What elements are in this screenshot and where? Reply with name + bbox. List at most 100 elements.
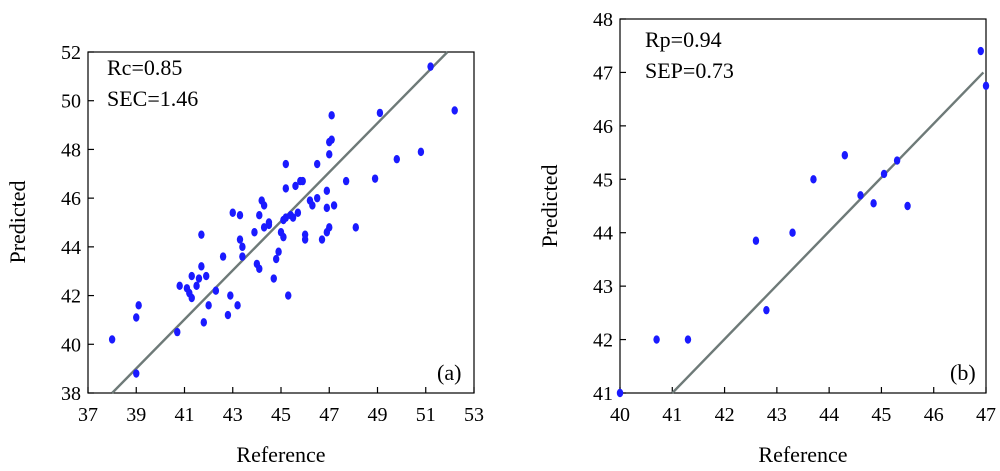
x-tick-label: 40	[610, 404, 630, 426]
data-point-a	[309, 201, 316, 210]
data-point-b	[684, 335, 692, 344]
data-point-a	[205, 301, 212, 310]
data-point-a	[376, 108, 384, 118]
data-point-a	[239, 252, 246, 261]
data-point-a	[195, 274, 203, 283]
y-tick-label: 52	[61, 42, 81, 64]
data-point-a	[236, 235, 244, 244]
y-axis-title-a: Predicted	[5, 180, 30, 263]
data-point-a	[176, 281, 183, 291]
data-point-a	[188, 271, 195, 281]
data-point-a	[200, 318, 207, 327]
data-point-b	[982, 81, 990, 90]
x-tick-label: 47	[976, 404, 996, 426]
data-point-a	[260, 201, 268, 210]
data-point-a	[417, 147, 425, 157]
data-point-a	[313, 159, 321, 169]
data-point-a	[265, 218, 273, 227]
data-point-a	[236, 210, 244, 220]
panel-label-b: (b)	[950, 360, 976, 385]
x-tick-label: 44	[819, 404, 839, 426]
data-point-a	[323, 186, 331, 196]
x-tick-label: 37	[78, 404, 98, 426]
data-point-a	[251, 228, 258, 237]
y-axis-title-b: Predicted	[537, 164, 562, 247]
data-point-a	[229, 208, 236, 217]
x-tick-label: 49	[368, 404, 388, 426]
data-point-a	[282, 184, 290, 193]
data-point-a	[313, 193, 321, 203]
x-tick-label: 42	[715, 404, 735, 426]
data-point-b	[880, 169, 888, 179]
fit-line-b	[671, 71, 985, 394]
data-point-a	[234, 301, 241, 310]
fit-line-a	[111, 51, 449, 394]
data-point-a	[256, 210, 263, 220]
data-point-a	[282, 159, 290, 169]
data-point-b	[616, 388, 624, 398]
data-point-a	[239, 242, 246, 252]
x-tick-label: 45	[271, 404, 291, 426]
data-point-b	[893, 156, 901, 165]
data-point-a	[328, 135, 335, 144]
annotation-rp: Rp=0.94	[645, 27, 722, 52]
points-b	[616, 46, 990, 398]
y-tick-label: 47	[593, 62, 613, 84]
data-point-b	[904, 201, 911, 211]
data-point-b	[841, 151, 849, 160]
data-point-a	[393, 154, 400, 164]
y-tick-label: 44	[593, 223, 613, 245]
y-tick-label: 46	[61, 188, 81, 210]
data-point-a	[260, 223, 268, 232]
y-tick-label: 42	[61, 286, 81, 308]
data-point-a	[352, 223, 359, 232]
data-point-a	[280, 232, 287, 242]
y-tick-label: 50	[61, 91, 81, 113]
scatter-panel-a: 37 39 41 43 45 47 49 51 53 38 40 42 44 46 48 50 52 Rc=0.…	[5, 42, 484, 467]
data-point-a	[282, 213, 290, 222]
data-point-a	[270, 274, 277, 283]
y-tick-label: 41	[593, 383, 613, 405]
data-point-a	[135, 301, 142, 310]
data-point-a	[451, 106, 458, 115]
data-point-b	[752, 236, 760, 245]
panel-label-a: (a)	[437, 360, 461, 385]
y-tick-label: 48	[61, 139, 81, 161]
data-point-b	[763, 305, 770, 315]
y-tick-label: 44	[61, 237, 81, 259]
data-point-a	[108, 335, 116, 344]
plot-area-b	[619, 18, 987, 394]
data-point-b	[857, 191, 864, 200]
x-tick-label: 43	[223, 404, 243, 426]
annotation-rc: Rc=0.85	[107, 55, 182, 80]
data-point-b	[977, 46, 984, 56]
y-tick-label: 40	[61, 334, 81, 356]
data-point-a	[133, 369, 140, 378]
data-point-a	[292, 181, 299, 191]
data-point-a	[427, 62, 434, 71]
data-point-a	[326, 223, 333, 232]
x-tick-label: 53	[464, 404, 484, 426]
y-tick-label: 48	[593, 9, 613, 31]
y-tick-label: 43	[593, 276, 613, 298]
data-point-b	[653, 335, 660, 344]
data-point-a	[294, 208, 302, 217]
data-point-a	[330, 201, 338, 210]
data-point-a	[275, 247, 282, 256]
points-a	[108, 62, 458, 378]
data-point-a	[224, 310, 232, 320]
ticks-a: 37 39 41 43 45 47 49 51 53 38 40 42 44 46 48 50 52	[61, 42, 484, 426]
y-tick-label: 45	[593, 169, 613, 191]
data-point-a	[301, 230, 309, 239]
x-tick-label: 46	[924, 404, 944, 426]
y-tick-label: 38	[61, 383, 81, 405]
data-point-b	[870, 199, 877, 208]
data-point-a	[326, 150, 333, 159]
data-point-b	[789, 228, 796, 237]
data-point-a	[323, 203, 331, 213]
data-point-a	[188, 293, 195, 303]
data-point-a	[256, 264, 263, 273]
